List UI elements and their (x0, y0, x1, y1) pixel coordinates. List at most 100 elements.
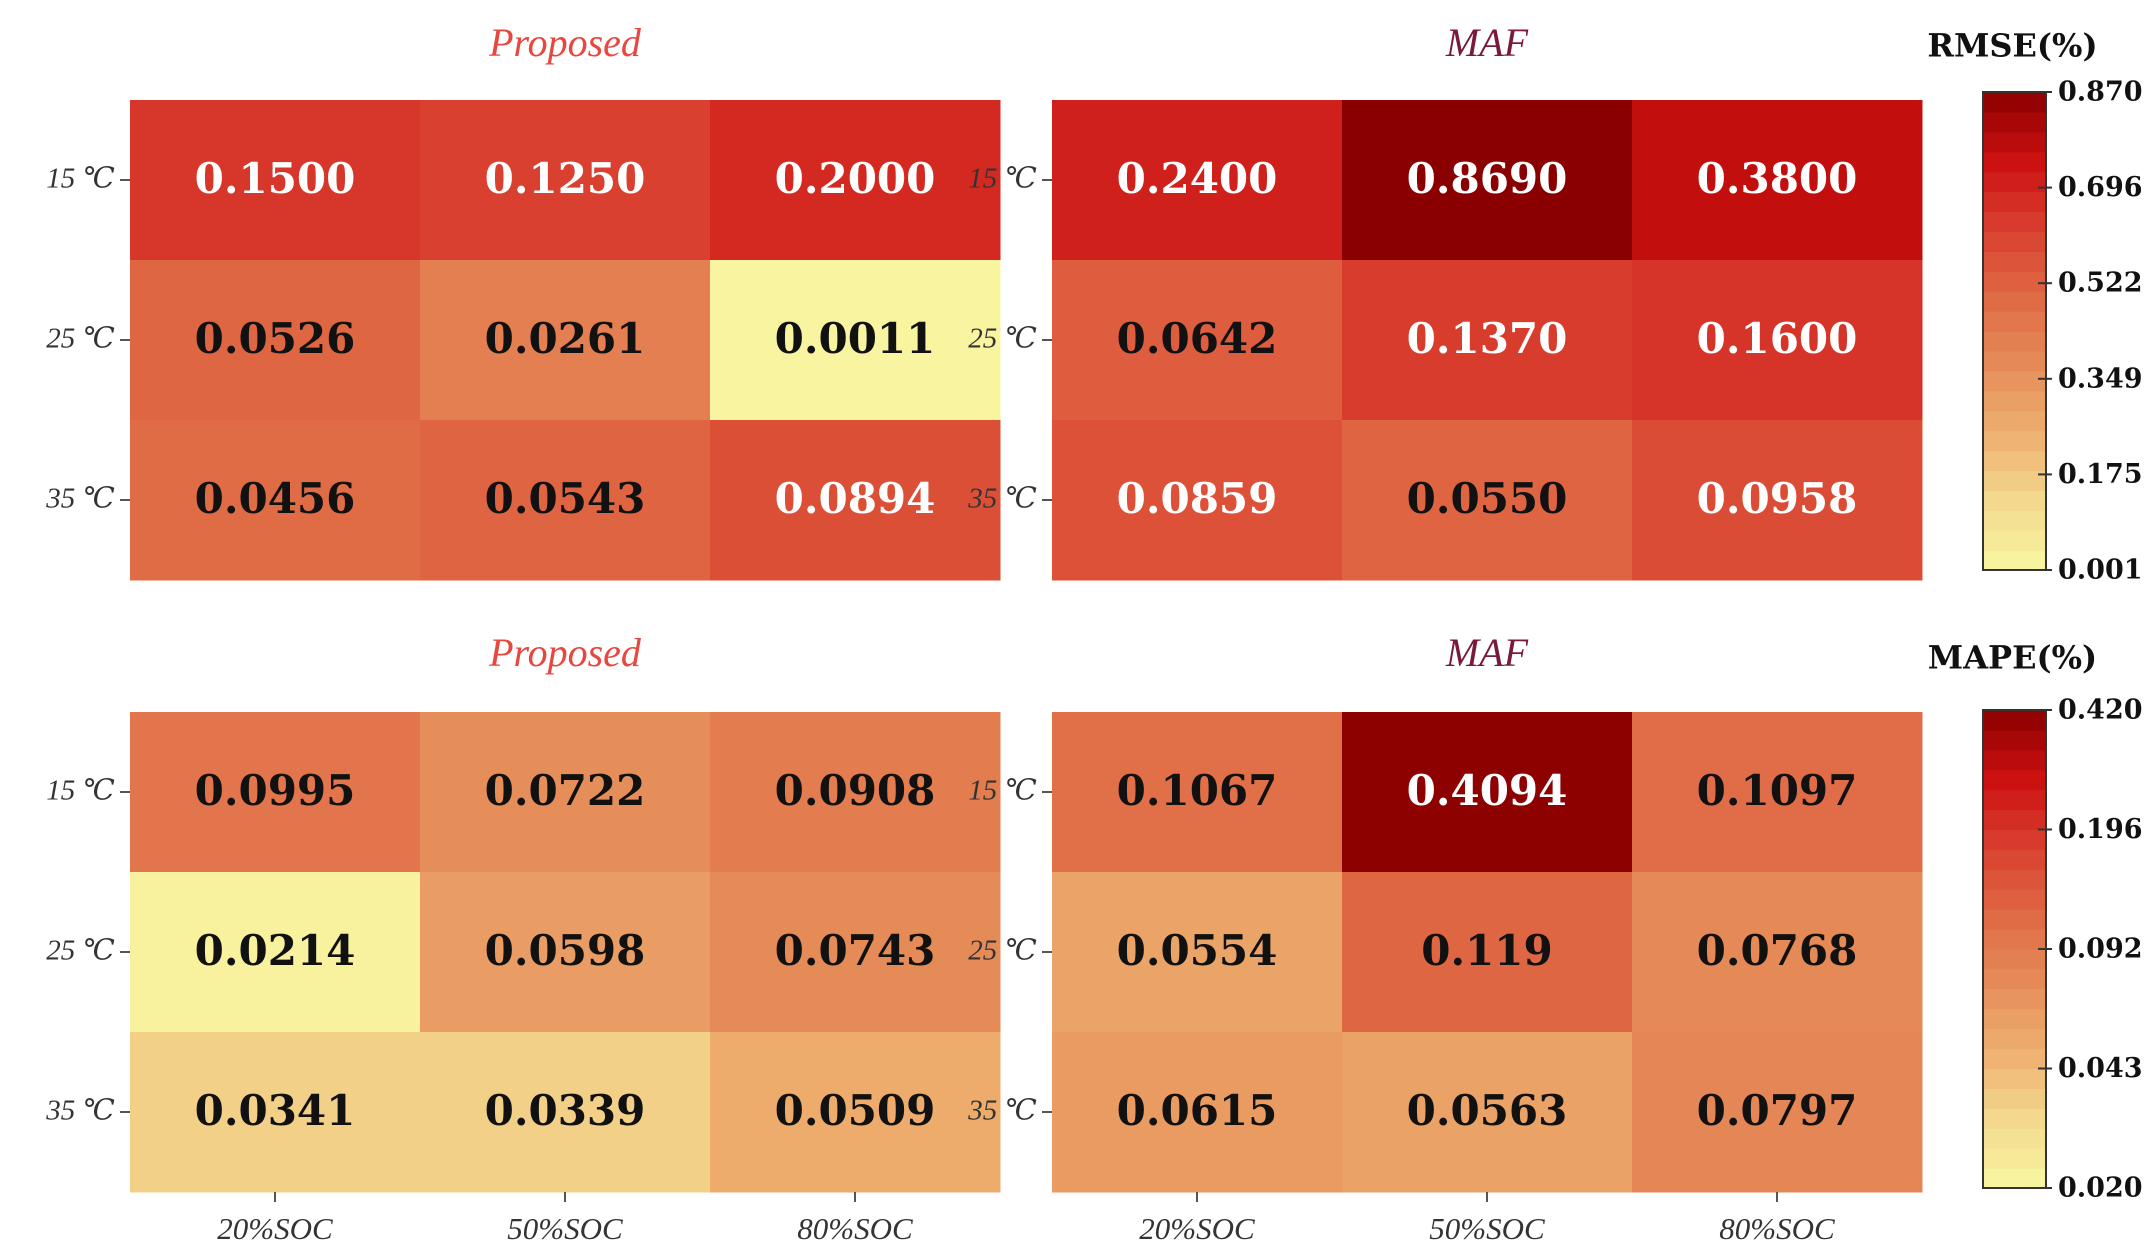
colorbar-swatch (1983, 1148, 2046, 1169)
colorbar-swatch (1983, 968, 2046, 990)
cell-value-label: 0.0995 (195, 766, 356, 815)
panel-title: MAF (1445, 630, 1529, 675)
colorbar-swatch (1983, 729, 2046, 751)
colorbar-swatch (1983, 231, 2046, 252)
cell-value-label: 0.1500 (195, 154, 356, 203)
heatmap-cell (1052, 872, 1343, 1033)
col-tick-label: 80%SOC (1719, 1211, 1835, 1246)
cell-value-label: 0.119 (1421, 926, 1553, 975)
heatmap-panel-mape-proposed: Proposed 0.0995 0.0722 0.0908 0.0214 0.0598 0.… (45, 630, 1001, 1246)
heatmap-cell (1342, 420, 1633, 581)
cell-value-label: 0.0550 (1407, 474, 1568, 523)
colorbar-swatch (1983, 450, 2046, 472)
colorbar-swatch (1983, 430, 2046, 452)
heatmap-cell (1632, 260, 1923, 421)
colorbar-swatch (1983, 749, 2046, 771)
colorbar-swatch (1983, 490, 2046, 511)
cell-value-label: 0.0526 (195, 314, 356, 363)
colorbar-swatch (1983, 1088, 2046, 1109)
cell-value-label: 0.1600 (1697, 314, 1858, 363)
colorbar-swatch (1983, 949, 2046, 970)
colorbar-swatch (1983, 909, 2046, 930)
colorbar-swatch (1983, 111, 2046, 133)
heatmap-cell (130, 420, 421, 581)
heatmap-cell (1632, 872, 1923, 1033)
colorbar-swatch (1983, 929, 2046, 950)
cell-value-label: 0.0859 (1117, 474, 1278, 523)
cell-value-label: 0.0894 (775, 474, 936, 523)
colorbar-swatch (1983, 869, 2046, 890)
heatmap-cell (1052, 260, 1343, 421)
cell-value-label: 0.0339 (485, 1086, 646, 1135)
panel-title: Proposed (488, 20, 642, 65)
row-tick-label: 35 ℃ (967, 1095, 1037, 1127)
cell-value-label: 0.0261 (485, 314, 646, 363)
cell-value-label: 0.1097 (1697, 766, 1858, 815)
colorbar-tick-label: 0.175 (2058, 459, 2143, 490)
colorbar-mape: MAPE(%) 0.420 0.196 0.092 0.043 0.020 (1928, 639, 2143, 1204)
colorbar-swatch (1983, 1028, 2046, 1050)
colorbar-swatch (1983, 849, 2046, 870)
colorbar-swatch (1983, 331, 2046, 352)
heatmap-cell (130, 260, 421, 421)
heatmap-cell (420, 260, 711, 421)
row-tick-label: 15 ℃ (968, 163, 1037, 195)
heatmap-cell (130, 872, 421, 1033)
row-tick-label: 35 ℃ (45, 1095, 115, 1127)
cell-value-label: 0.0214 (195, 926, 356, 975)
row-tick-label: 35 ℃ (967, 483, 1037, 515)
colorbar-swatch (1983, 131, 2046, 153)
colorbar-swatch (1983, 809, 2046, 831)
colorbar-swatch (1983, 92, 2046, 113)
cell-value-label: 0.0598 (485, 926, 646, 975)
heatmap-cell (1342, 260, 1633, 421)
colorbar-swatch (1983, 171, 2046, 193)
heatmap-cell (1342, 712, 1633, 873)
cell-value-label: 0.0642 (1117, 314, 1278, 363)
colorbar-swatch (1983, 710, 2046, 731)
heatmap-cell (420, 712, 711, 873)
cell-value-label: 0.0341 (195, 1086, 356, 1135)
cell-value-label: 0.0543 (485, 474, 646, 523)
cell-value-label: 0.1067 (1117, 766, 1278, 815)
heatmap-cell (1342, 100, 1633, 261)
cell-value-label: 0.1370 (1407, 314, 1568, 363)
panel-title: MAF (1445, 20, 1529, 65)
heatmap-cell (710, 420, 1001, 581)
colorbar-swatch (1983, 829, 2046, 851)
heatmap-cell (710, 260, 1001, 421)
cell-value-label: 0.0797 (1697, 1086, 1858, 1135)
colorbar-frame (1982, 91, 2047, 571)
row-tick-label: 15 ℃ (46, 775, 115, 807)
colorbar-title: RMSE(%) (1927, 27, 2097, 65)
colorbar-swatch (1983, 291, 2046, 312)
heatmap-panel-rmse-proposed: Proposed 0.1500 0.1250 0.2000 0.0526 0.0261 0.… (45, 20, 1001, 581)
colorbar-swatch (1983, 889, 2046, 910)
col-tick-label: 80%SOC (797, 1211, 913, 1246)
cell-value-label: 0.0456 (195, 474, 356, 523)
cell-value-label: 0.0554 (1117, 926, 1278, 975)
colorbar-tick-label: 0.522 (2058, 268, 2143, 299)
colorbar-swatch (1983, 470, 2046, 491)
row-tick-label: 15 ℃ (46, 163, 115, 195)
cell-value-label: 0.8690 (1407, 154, 1568, 203)
colorbar-title: MAPE(%) (1928, 639, 2097, 677)
heatmap-cell (420, 1032, 711, 1193)
cell-value-label: 0.1250 (485, 154, 646, 203)
heatmap-cell (710, 1032, 1001, 1193)
cell-value-label: 0.2400 (1117, 154, 1278, 203)
row-tick-label: 25 ℃ (46, 935, 115, 967)
cell-value-label: 0.0908 (775, 766, 936, 815)
colorbar-tick-label: 0.349 (2058, 363, 2143, 394)
heatmap-panel-mape-maf: MAF 0.1067 0.4094 0.1097 0.0554 0.119 0.0768 0.… (967, 630, 1923, 1246)
colorbar-swatch (1983, 350, 2046, 372)
colorbar-swatch (1983, 769, 2046, 791)
colorbar-tick-label: 0.196 (2058, 814, 2143, 845)
colorbar-swatch (1983, 1008, 2046, 1030)
colorbar-tick-label: 0.420 (2058, 695, 2143, 726)
cell-value-label: 0.0768 (1697, 926, 1858, 975)
cell-value-label: 0.0958 (1697, 474, 1858, 523)
colorbar-rmse: RMSE(%) 0.870 0.696 0.522 0.349 0.175 0.001 (1927, 27, 2142, 586)
row-tick-label: 25 ℃ (968, 323, 1037, 355)
